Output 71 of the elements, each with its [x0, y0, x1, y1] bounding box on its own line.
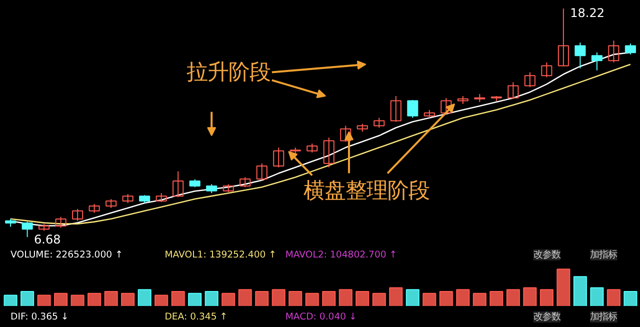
- bar: [456, 289, 470, 306]
- candlestick: [22, 221, 33, 238]
- candlestick: [390, 96, 402, 122]
- candlestick: [624, 43, 636, 55]
- candlestick: [55, 216, 66, 228]
- bar: [121, 292, 135, 306]
- candlestick: [608, 40, 620, 63]
- bar: [338, 289, 352, 306]
- text: DEA: 0.345 ↑: [164, 312, 228, 322]
- bar: [556, 268, 570, 306]
- bar: [4, 294, 18, 306]
- candlestick: [323, 137, 334, 168]
- candlestick: [374, 117, 385, 128]
- bar: [70, 294, 84, 306]
- bar: [188, 292, 202, 306]
- text: VOLUME: 226523.000 ↑: [10, 249, 123, 260]
- bar: [204, 291, 218, 306]
- text: 加指标: [590, 249, 618, 260]
- bar: [37, 294, 51, 306]
- bar: [624, 291, 638, 306]
- bar: [305, 292, 319, 306]
- bar: [406, 289, 420, 306]
- annotation: 拉升阶段: [186, 60, 270, 85]
- bar: [573, 276, 587, 306]
- bar: [389, 287, 403, 306]
- bar: [322, 291, 336, 306]
- bar: [20, 291, 34, 306]
- bar: [288, 291, 302, 306]
- candlestick: [240, 176, 251, 188]
- bar: [540, 289, 554, 306]
- text: MACD: 0.040 ↓: [285, 312, 357, 322]
- candlestick: [273, 147, 284, 168]
- text: 加指标: [590, 312, 618, 322]
- annotation: 横盘整理阶段: [304, 178, 430, 204]
- text: 改参数: [533, 312, 560, 322]
- bar: [506, 289, 520, 306]
- candlestick: [508, 82, 519, 100]
- bar: [154, 294, 168, 306]
- candlestick: [524, 72, 536, 88]
- annotation: 6.68: [34, 232, 61, 247]
- candlestick: [574, 42, 586, 69]
- bar: [590, 287, 604, 306]
- candlestick: [591, 52, 602, 71]
- bar: [356, 291, 370, 306]
- bar: [238, 289, 252, 306]
- bar: [222, 292, 236, 306]
- bar: [255, 291, 269, 306]
- bar: [54, 292, 68, 306]
- text: DIF: 0.365 ↓: [10, 312, 69, 322]
- bar: [439, 291, 453, 306]
- text: MAVOL2: 104802.700 ↑: [285, 249, 398, 260]
- candlestick: [256, 162, 268, 181]
- bar: [472, 292, 486, 306]
- candlestick: [407, 100, 418, 118]
- candlestick: [558, 8, 569, 67]
- text: 改参数: [533, 249, 560, 260]
- text: MAVOL1: 139252.400 ↑: [164, 249, 276, 260]
- bar: [171, 291, 185, 306]
- bar: [523, 287, 537, 306]
- bar: [104, 291, 118, 306]
- candlestick: [172, 170, 184, 198]
- candlestick: [72, 208, 84, 222]
- bar: [272, 289, 286, 306]
- bar: [138, 289, 152, 306]
- bar: [490, 291, 504, 306]
- bar: [88, 292, 102, 306]
- candlestick: [541, 62, 552, 78]
- bar: [606, 289, 620, 306]
- bar: [372, 292, 386, 306]
- bar: [422, 292, 436, 306]
- annotation: 18.22: [570, 6, 604, 20]
